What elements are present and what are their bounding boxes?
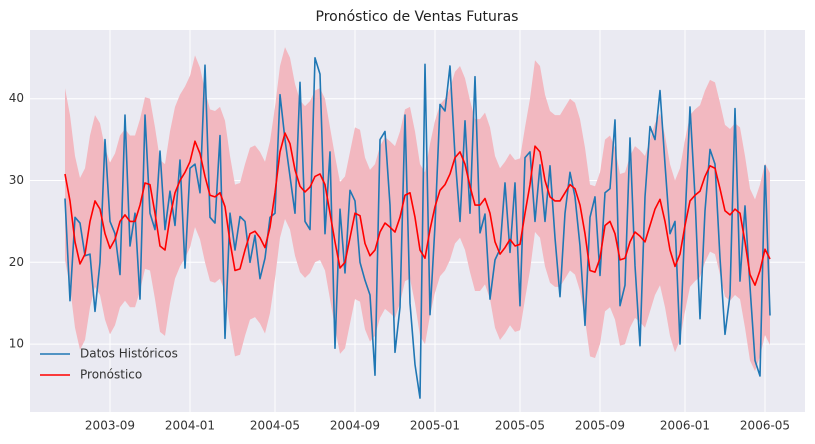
y-tick-label: 20 <box>9 255 24 269</box>
y-tick-label: 30 <box>9 173 24 187</box>
x-tick-label: 2005-05 <box>495 419 545 433</box>
legend-label: Datos Históricos <box>80 347 178 361</box>
y-tick-label: 10 <box>9 337 24 351</box>
x-tick-label: 2005-01 <box>410 419 460 433</box>
x-tick-label: 2005-09 <box>575 419 625 433</box>
confidence-band <box>65 47 770 372</box>
x-tick-label: 2006-05 <box>740 419 790 433</box>
x-tick-label: 2004-09 <box>330 419 380 433</box>
series-line <box>64 57 771 399</box>
y-tick-label: 40 <box>9 91 24 105</box>
legend-label: Pronóstico <box>80 368 142 382</box>
series-line <box>64 132 771 287</box>
chart-title: Pronóstico de Ventas Futuras <box>316 9 519 25</box>
x-tick-label: 2003-09 <box>85 419 135 433</box>
x-tick-label: 2004-05 <box>250 419 300 433</box>
x-tick-label: 2006-01 <box>660 419 710 433</box>
x-tick-label: 2004-01 <box>165 419 215 433</box>
